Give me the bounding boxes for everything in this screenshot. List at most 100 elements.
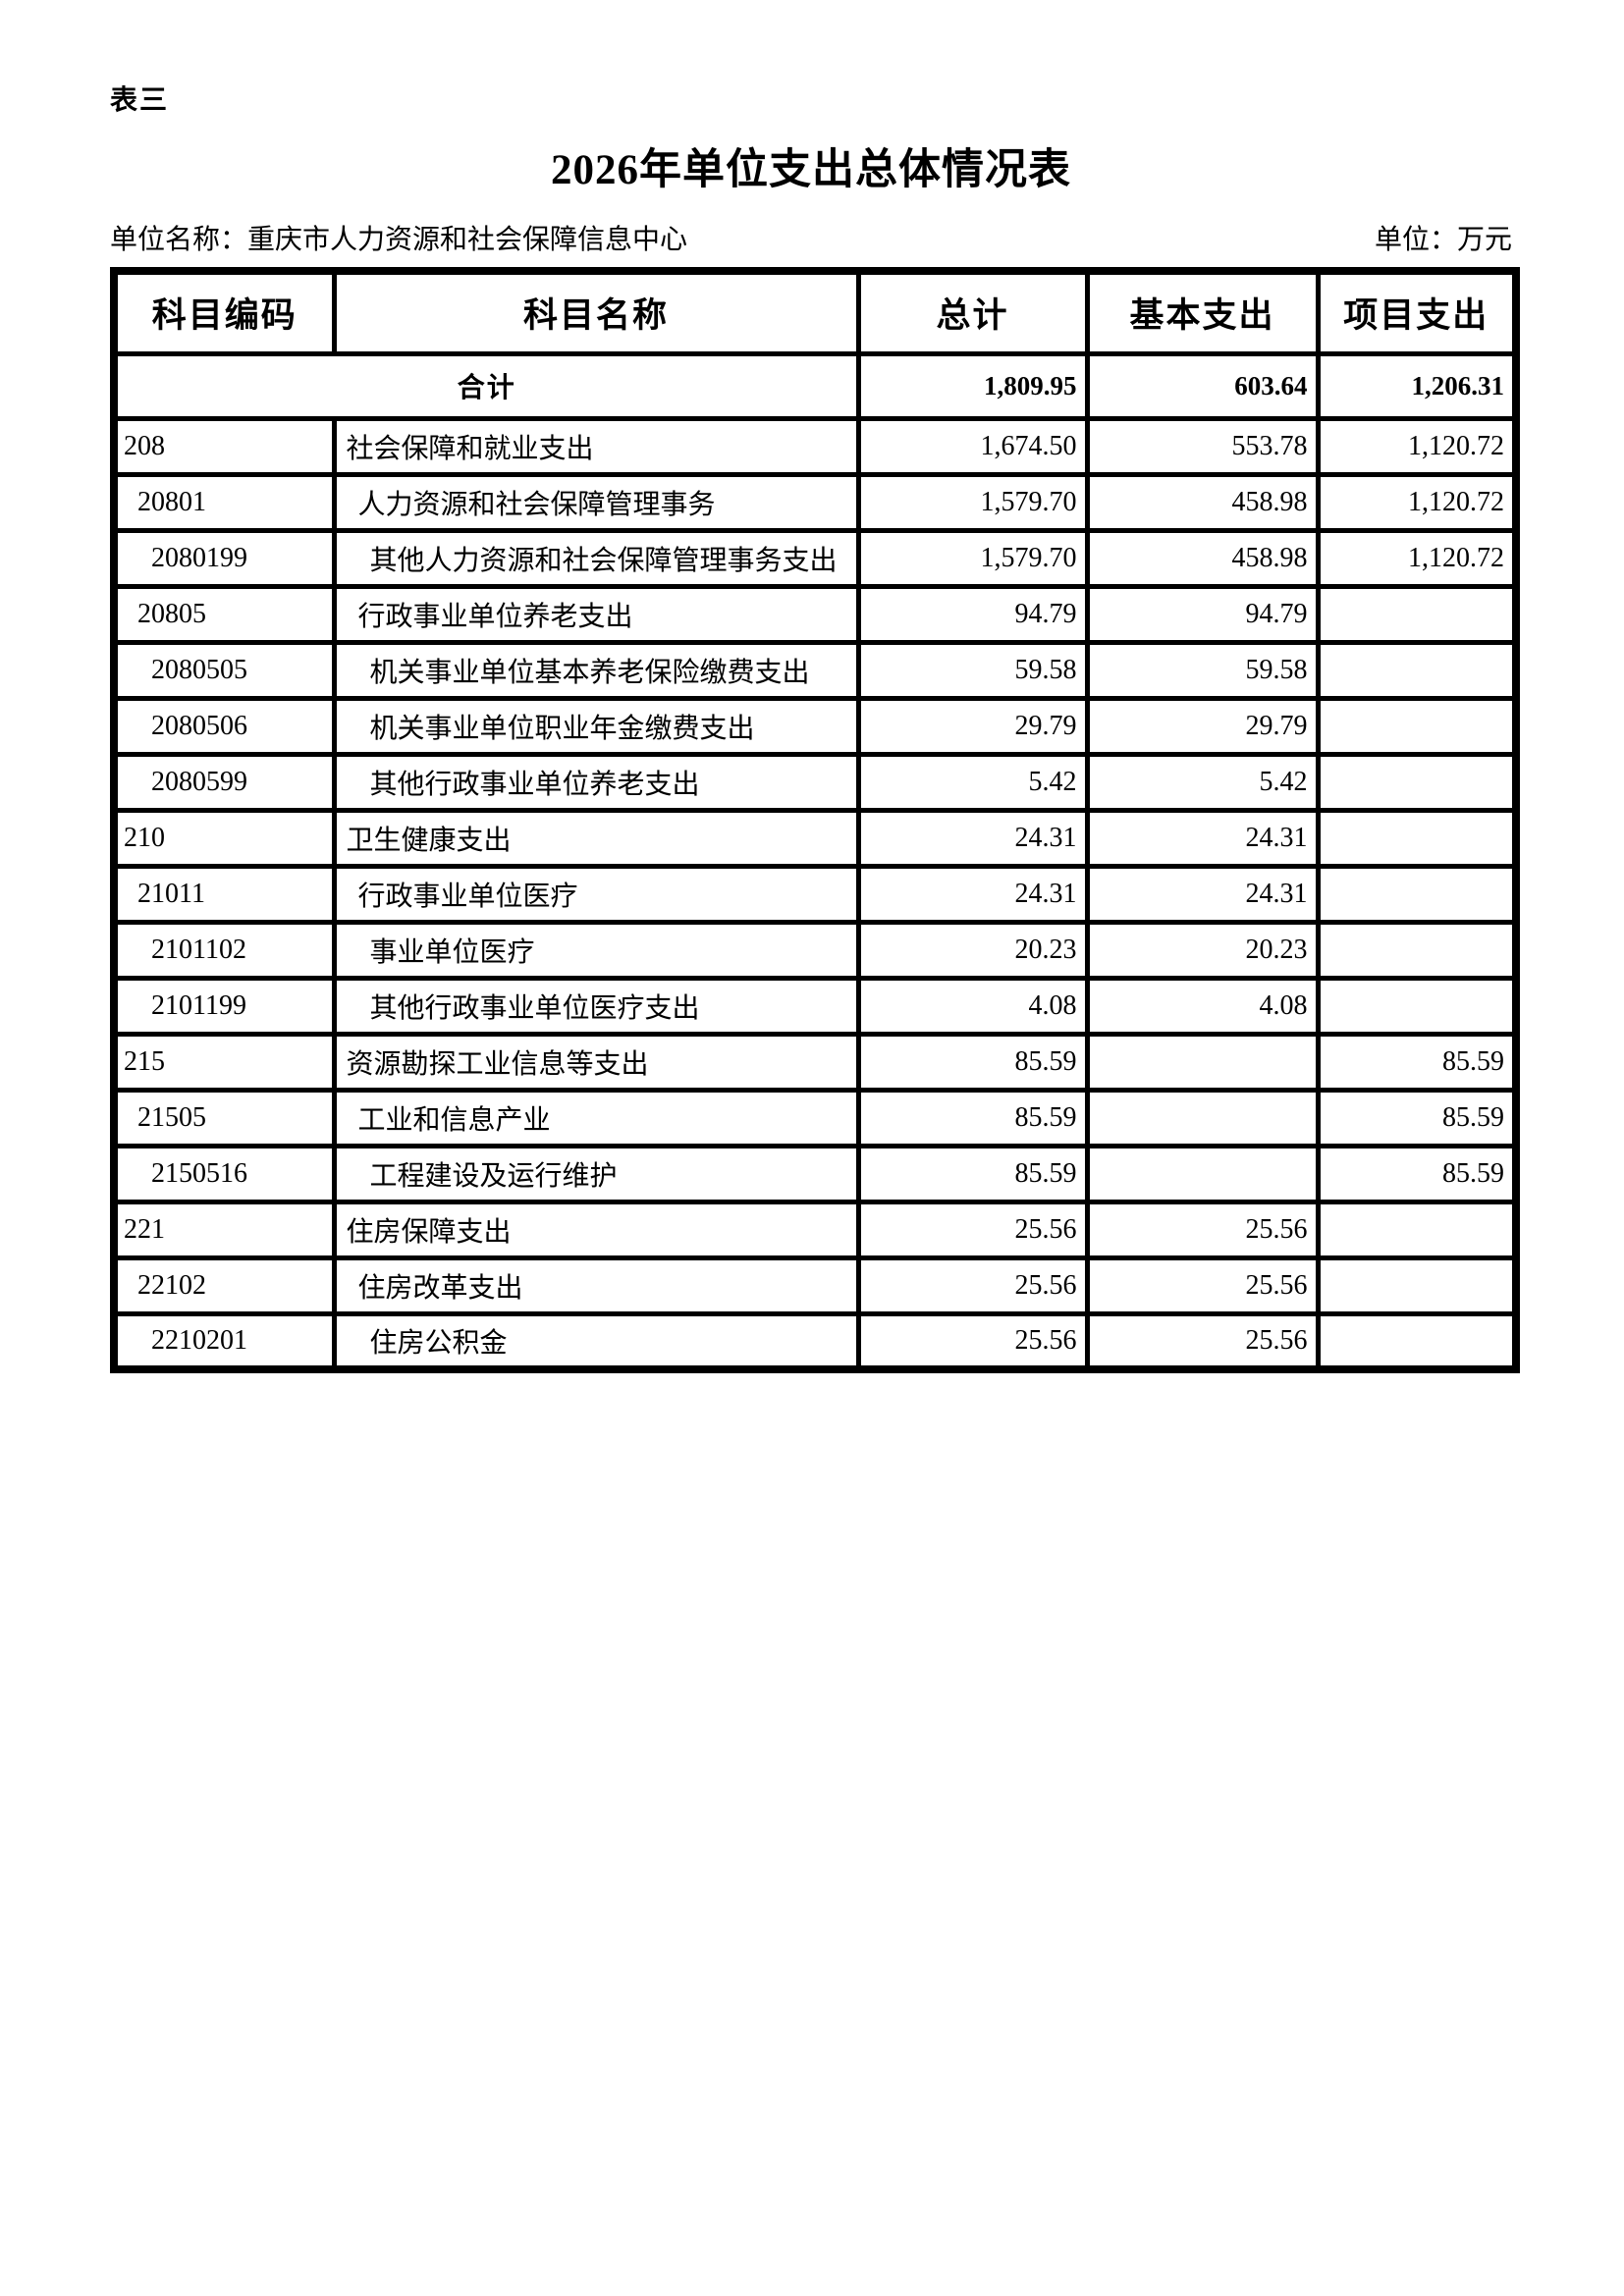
project-cell (1315, 863, 1519, 925)
unit-name-label: 单位名称：重庆市人力资源和社会保障信息中心 (110, 225, 688, 255)
total-cell: 5.42 (855, 751, 1090, 813)
basic-cell: 20.23 (1084, 919, 1321, 981)
table-row: 2101199 其他行政事业单位医疗支出 4.08 4.08 (111, 975, 1519, 1037)
total-cell: 94.79 (855, 583, 1090, 645)
total-row-total: 1,809.95 (855, 350, 1090, 421)
total-cell: 25.56 (855, 1310, 1090, 1372)
basic-cell: 25.56 (1084, 1199, 1321, 1260)
basic-cell (1084, 1143, 1321, 1204)
basic-cell: 553.78 (1084, 415, 1321, 477)
code-cell: 2080506 (111, 695, 337, 757)
code-cell: 2210201 (111, 1310, 337, 1372)
name-cell: 机关事业单位职业年金缴费支出 (331, 695, 861, 757)
basic-cell: 25.56 (1084, 1255, 1321, 1316)
column-header-name: 科目名称 (331, 268, 861, 356)
basic-cell: 25.56 (1084, 1310, 1321, 1372)
name-cell: 事业单位医疗 (331, 919, 861, 981)
basic-cell: 458.98 (1084, 527, 1321, 589)
project-cell (1315, 807, 1519, 869)
total-cell: 1,579.70 (855, 471, 1090, 533)
total-cell: 85.59 (855, 1087, 1090, 1148)
table-row: 2080505 机关事业单位基本养老保险缴费支出 59.58 59.58 (111, 639, 1519, 701)
total-cell: 25.56 (855, 1199, 1090, 1260)
table-row: 2150516 工程建设及运行维护 85.59 85.59 (111, 1143, 1519, 1204)
total-cell: 29.79 (855, 695, 1090, 757)
table-row: 21011 行政事业单位医疗 24.31 24.31 (111, 863, 1519, 925)
name-cell: 住房改革支出 (331, 1255, 861, 1316)
project-cell (1315, 1199, 1519, 1260)
info-line: 单位名称：重庆市人力资源和社会保障信息中心 单位：万元 (110, 218, 1512, 257)
total-cell: 1,579.70 (855, 527, 1090, 589)
code-cell: 2080199 (111, 527, 337, 589)
code-cell: 2101199 (111, 975, 337, 1037)
name-cell: 工程建设及运行维护 (331, 1143, 861, 1204)
basic-cell: 4.08 (1084, 975, 1321, 1037)
code-cell: 2101102 (111, 919, 337, 981)
table-row: 21505 工业和信息产业 85.59 85.59 (111, 1087, 1519, 1148)
basic-cell: 5.42 (1084, 751, 1321, 813)
project-cell (1315, 975, 1519, 1037)
basic-cell: 458.98 (1084, 471, 1321, 533)
code-cell: 208 (111, 415, 337, 477)
table-row: 20801 人力资源和社会保障管理事务 1,579.70 458.98 1,12… (111, 471, 1519, 533)
total-cell: 85.59 (855, 1143, 1090, 1204)
name-cell: 机关事业单位基本养老保险缴费支出 (331, 639, 861, 701)
basic-cell (1084, 1087, 1321, 1148)
project-cell (1315, 751, 1519, 813)
total-cell: 20.23 (855, 919, 1090, 981)
expense-table: 科目编码 科目名称 总计 基本支出 项目支出 合计 1,809.95 603.6… (110, 267, 1520, 1373)
total-row-basic: 603.64 (1084, 350, 1321, 421)
project-cell (1315, 695, 1519, 757)
name-cell: 人力资源和社会保障管理事务 (331, 471, 861, 533)
code-cell: 20801 (111, 471, 337, 533)
total-cell: 25.56 (855, 1255, 1090, 1316)
name-cell: 住房保障支出 (331, 1199, 861, 1260)
table-row: 2080199 其他人力资源和社会保障管理事务支出 1,579.70 458.9… (111, 527, 1519, 589)
code-cell: 210 (111, 807, 337, 869)
code-cell: 221 (111, 1199, 337, 1260)
total-row-label: 合计 (111, 350, 861, 421)
basic-cell: 24.31 (1084, 807, 1321, 869)
total-cell: 24.31 (855, 863, 1090, 925)
table-body: 合计 1,809.95 603.64 1,206.31 208 社会保障和就业支… (111, 350, 1519, 1372)
name-cell: 住房公积金 (331, 1310, 861, 1372)
code-cell: 21505 (111, 1087, 337, 1148)
code-cell: 21011 (111, 863, 337, 925)
table-row: 20805 行政事业单位养老支出 94.79 94.79 (111, 583, 1519, 645)
code-cell: 2150516 (111, 1143, 337, 1204)
table-row: 215 资源勘探工业信息等支出 85.59 85.59 (111, 1031, 1519, 1093)
project-cell: 1,120.72 (1315, 471, 1519, 533)
page-title: 2026年单位支出总体情况表 (551, 147, 1071, 193)
code-cell: 2080505 (111, 639, 337, 701)
expense-table-wrapper: 科目编码 科目名称 总计 基本支出 项目支出 合计 1,809.95 603.6… (110, 267, 1520, 1373)
project-cell (1315, 583, 1519, 645)
table-row: 2080599 其他行政事业单位养老支出 5.42 5.42 (111, 751, 1519, 813)
column-header-code: 科目编码 (111, 268, 337, 356)
basic-cell: 59.58 (1084, 639, 1321, 701)
currency-unit-label: 单位：万元 (1374, 225, 1512, 255)
name-cell: 卫生健康支出 (331, 807, 861, 869)
total-cell: 85.59 (855, 1031, 1090, 1093)
table-row: 22102 住房改革支出 25.56 25.56 (111, 1255, 1519, 1316)
code-cell: 2080599 (111, 751, 337, 813)
code-cell: 20805 (111, 583, 337, 645)
basic-cell: 29.79 (1084, 695, 1321, 757)
column-header-total: 总计 (855, 268, 1090, 356)
table-row: 210 卫生健康支出 24.31 24.31 (111, 807, 1519, 869)
project-cell: 85.59 (1315, 1031, 1519, 1093)
name-cell: 行政事业单位养老支出 (331, 583, 861, 645)
column-header-basic: 基本支出 (1084, 268, 1321, 356)
name-cell: 社会保障和就业支出 (331, 415, 861, 477)
total-cell: 59.58 (855, 639, 1090, 701)
project-cell (1315, 639, 1519, 701)
name-cell: 其他人力资源和社会保障管理事务支出 (331, 527, 861, 589)
table-row: 2210201 住房公积金 25.56 25.56 (111, 1310, 1519, 1372)
name-cell: 其他行政事业单位医疗支出 (331, 975, 861, 1037)
project-cell: 85.59 (1315, 1143, 1519, 1204)
project-cell: 85.59 (1315, 1087, 1519, 1148)
total-cell: 1,674.50 (855, 415, 1090, 477)
total-row: 合计 1,809.95 603.64 1,206.31 (111, 350, 1519, 421)
project-cell: 1,120.72 (1315, 527, 1519, 589)
name-cell: 资源勘探工业信息等支出 (331, 1031, 861, 1093)
